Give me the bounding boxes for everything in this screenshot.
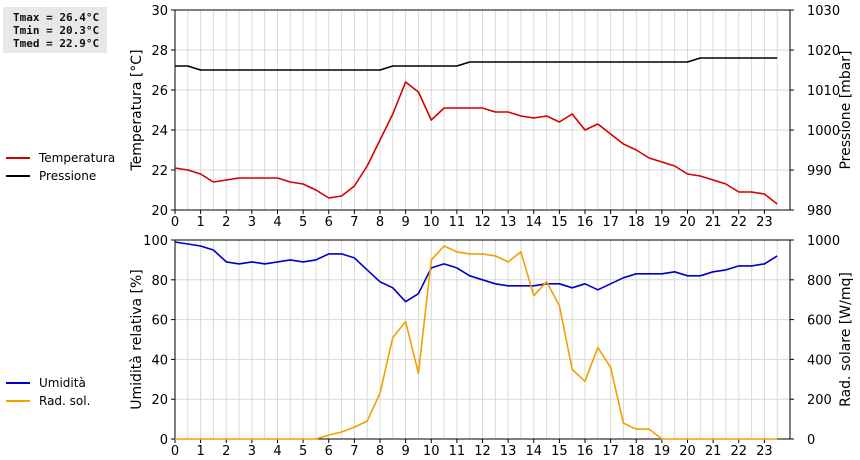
chart-2-y-left-tick-label: 20: [151, 393, 168, 408]
chart-1-x-tick-label: 18: [628, 215, 645, 230]
chart-1-y-right-tick-label: 1020: [807, 44, 840, 59]
chart-1-x-tick-label: 20: [679, 215, 696, 230]
chart-1-x-tick-label: 7: [350, 215, 358, 230]
chart-1-x-tick-label: 0: [171, 215, 179, 230]
stat-tmin: Tmin = 20.3°C: [13, 24, 100, 37]
chart-2-x-tick-label: 2: [222, 444, 230, 459]
chart-2-x-tick-label: 21: [705, 444, 722, 459]
chart-2-y-left-tick-label: 100: [143, 234, 168, 249]
chart-2-series-2-line: [175, 245, 778, 440]
chart-2-x-tick-label: 0: [171, 444, 179, 459]
stat-tmed: Tmed = 22.9°C: [13, 37, 100, 50]
chart-1-x-tick-label: 12: [474, 215, 491, 230]
chart-1-x-tick-label: 14: [525, 215, 542, 230]
chart-1-y-left-tick-label: 28: [151, 44, 168, 59]
chart-2-legend-label-1: Umidità: [39, 376, 86, 390]
chart-1-y-left-tick-label: 20: [151, 204, 168, 219]
chart-2-y-right-tick-label: 1000: [807, 234, 840, 249]
chart-1-x-tick-label: 21: [705, 215, 722, 230]
chart-1-x-tick-label: 11: [449, 215, 466, 230]
chart-1-y-left-title: Temperatura [°C]: [129, 49, 145, 171]
chart-2-y-right-tick-label: 200: [807, 393, 832, 408]
chart-1-y-right-tick-label: 1000: [807, 124, 840, 139]
chart-1-series-1-line: [174, 81, 778, 205]
chart-2-x-tick-label: 18: [628, 444, 645, 459]
chart-2-x-tick-label: 14: [525, 444, 542, 459]
chart-1-x-tick-label: 22: [730, 215, 747, 230]
chart-1-y-right-tick-label: 990: [807, 164, 832, 179]
chart-1-x-tick-label: 6: [325, 215, 333, 230]
chart-2-x-tick-label: 1: [196, 444, 204, 459]
chart-1-x-tick-label: 15: [551, 215, 568, 230]
chart-1-x-tick-label: 19: [654, 215, 671, 230]
chart-2-y-right-tick-label: 0: [807, 433, 815, 448]
chart-2-y-left-tick-label: 60: [151, 314, 168, 329]
chart-1-x-tick-label: 16: [577, 215, 594, 230]
chart-2-y-right-tick-label: 800: [807, 274, 832, 289]
chart-2-x-tick-label: 5: [299, 444, 307, 459]
chart-1-x-tick-label: 8: [376, 215, 384, 230]
chart-2-x-tick-label: 7: [350, 444, 358, 459]
stat-tmax: Tmax = 26.4°C: [13, 11, 100, 24]
chart-2-x-tick-label: 15: [551, 444, 568, 459]
chart-1-y-right-tick-label: 1030: [807, 4, 840, 19]
chart-1-x-tick-label: 23: [756, 215, 773, 230]
chart-1-x-tick-label: 3: [248, 215, 256, 230]
chart-2-x-tick-label: 12: [474, 444, 491, 459]
stats-box: Tmax = 26.4°C Tmin = 20.3°C Tmed = 22.9°…: [3, 7, 107, 53]
chart-1-y-left-tick-label: 26: [151, 84, 168, 99]
chart-1-y-right-title: Pressione [mbar]: [838, 50, 854, 169]
chart-2-x-tick-label: 9: [401, 444, 409, 459]
chart-2-x-tick-label: 17: [602, 444, 619, 459]
chart-2-y-right-tick-label: 400: [807, 353, 832, 368]
chart-2-x-tick-label: 20: [679, 444, 696, 459]
chart-2-x-tick-label: 6: [325, 444, 333, 459]
chart-2-y-right-tick-label: 600: [807, 314, 832, 329]
chart-2-x-tick-label: 4: [273, 444, 281, 459]
chart-2-x-tick-label: 23: [756, 444, 773, 459]
chart-1-x-tick-label: 10: [423, 215, 440, 230]
chart-1-x-tick-label: 13: [500, 215, 517, 230]
chart-2-y-left-tick-label: 0: [160, 433, 168, 448]
chart-1-y-right-tick-label: 1010: [807, 84, 840, 99]
chart-1-series-2-line: [175, 57, 778, 71]
chart-2-x-tick-label: 3: [248, 444, 256, 459]
chart-1-x-tick-label: 9: [401, 215, 409, 230]
chart-2-series-1-line: [174, 241, 778, 303]
chart-1-y-right-tick-label: 980: [807, 204, 832, 219]
chart-2-x-tick-label: 13: [500, 444, 517, 459]
chart-1-x-tick-label: 1: [196, 215, 204, 230]
chart-1-y-left-tick-label: 22: [151, 164, 168, 179]
chart-1-y-left-tick-label: 30: [151, 4, 168, 19]
chart-2-x-tick-label: 8: [376, 444, 384, 459]
chart-1-x-tick-label: 5: [299, 215, 307, 230]
chart-1-x-tick-label: 17: [602, 215, 619, 230]
chart-1-x-tick-label: 4: [273, 215, 281, 230]
chart-1-x-tick-label: 2: [222, 215, 230, 230]
chart-2-x-tick-label: 16: [577, 444, 594, 459]
chart-1-legend-label-1: Temperatura: [38, 151, 115, 165]
chart-2-y-left-tick-label: 40: [151, 353, 168, 368]
chart-2-y-left-tick-label: 80: [151, 274, 168, 289]
chart-2-x-tick-label: 10: [423, 444, 440, 459]
chart-2-x-tick-label: 11: [449, 444, 466, 459]
chart-2-x-tick-label: 22: [730, 444, 747, 459]
chart-2-y-right-title: Rad. solare [W/mq]: [838, 272, 854, 407]
chart-2-y-left-title: Umidità relativa [%]: [129, 269, 145, 410]
chart-1-legend-label-2: Pressione: [39, 169, 96, 183]
chart-1-y-left-tick-label: 24: [151, 124, 168, 139]
chart-2-legend-label-2: Rad. sol.: [39, 394, 90, 408]
chart-2-x-tick-label: 19: [654, 444, 671, 459]
